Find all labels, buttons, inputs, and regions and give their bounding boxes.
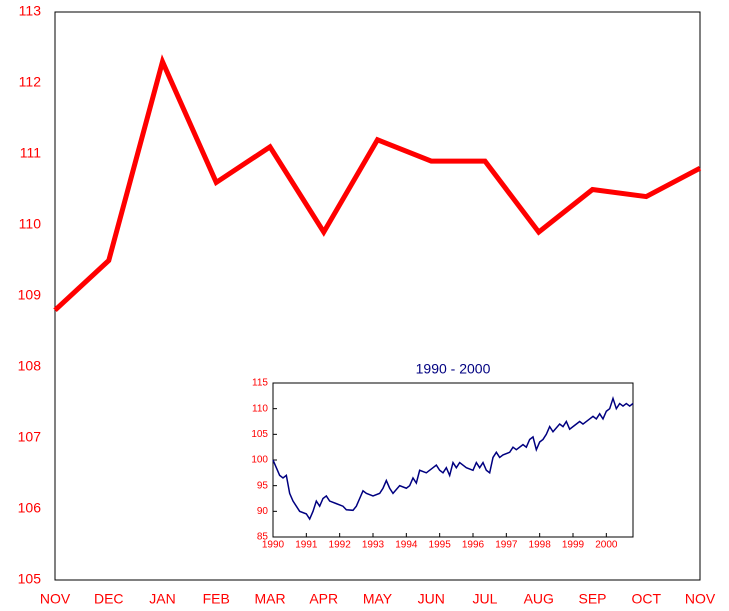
y-tick-label: 115 [252, 378, 268, 389]
y-tick-label: 111 [20, 145, 41, 161]
x-tick-label: 1990 [262, 540, 285, 551]
y-tick-label: 108 [18, 358, 42, 374]
y-tick-label: 106 [18, 500, 42, 516]
x-tick-label: NOV [685, 591, 716, 607]
y-tick-label: 105 [251, 429, 268, 440]
x-tick-label: MAY [363, 591, 393, 607]
x-tick-label: FEB [203, 591, 230, 607]
x-tick-label: 1997 [495, 540, 518, 551]
x-tick-label: NOV [40, 591, 71, 607]
inset-chart: 1990 - 2000 1990 1991 1992 1993 1994 1995 1996… [251, 361, 634, 551]
y-tick-label: 105 [18, 571, 42, 587]
inset-frame [272, 382, 634, 538]
y-tick-label: 107 [18, 429, 42, 445]
x-tick-label: 1993 [362, 540, 385, 551]
x-tick-label: JUN [418, 591, 445, 607]
x-tick-label: SEP [578, 591, 606, 607]
x-tick-label: 1994 [395, 540, 418, 551]
y-tick-label: 100 [251, 455, 268, 466]
main-chart: NOV DEC JAN FEB MAR APR MAY JUN JUL AUG SEP OCT NOV 1… [18, 3, 716, 607]
data-line [272, 395, 634, 521]
y-tick-label: 85 [257, 532, 269, 543]
x-tick-label: 2000 [595, 540, 618, 551]
x-tick-label: JAN [149, 591, 175, 607]
x-tick-label: 1996 [462, 540, 485, 551]
x-tick-label: AUG [524, 591, 554, 607]
y-tick-label: 95 [257, 480, 269, 491]
x-tick-label: 1998 [529, 540, 552, 551]
y-tick-label: 109 [18, 287, 42, 303]
x-tick-label: OCT [631, 591, 661, 607]
x-tick-label: 1995 [429, 540, 452, 551]
x-tick-label: JUL [473, 591, 498, 607]
y-tick-label: 110 [252, 403, 268, 414]
x-tick-label: MAR [254, 591, 285, 607]
plot-frame [54, 11, 701, 581]
y-tick-label: 110 [19, 216, 42, 232]
x-tick-label: DEC [94, 591, 124, 607]
x-tick-label: 1991 [295, 540, 318, 551]
x-tick-label: APR [309, 591, 338, 607]
x-tick-label: 1992 [329, 540, 352, 551]
data-line [53, 54, 702, 313]
x-tick-label: 1999 [562, 540, 585, 551]
inset-title: 1990 - 2000 [416, 361, 491, 377]
y-tick-label: 113 [19, 3, 42, 19]
y-tick-label: 112 [19, 74, 42, 90]
y-tick-label: 90 [257, 506, 269, 517]
